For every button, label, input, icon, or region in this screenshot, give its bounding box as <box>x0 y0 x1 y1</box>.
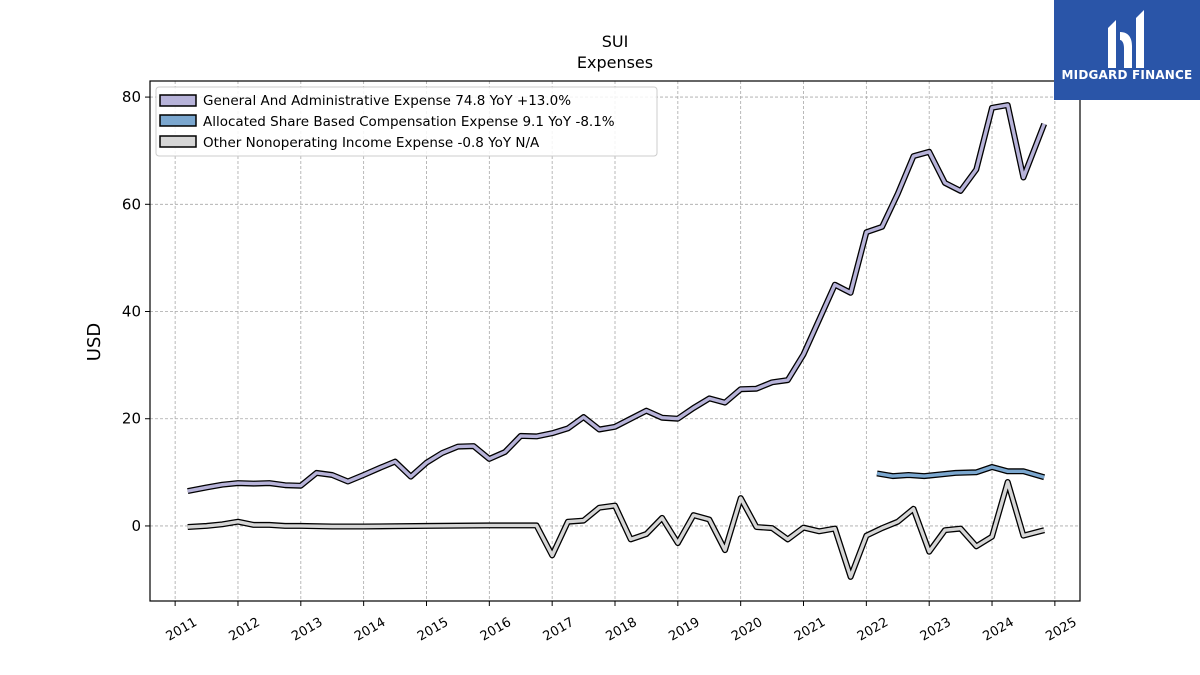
x-tick-label: 2016 <box>478 615 514 645</box>
x-tick-label: 2025 <box>1043 615 1079 645</box>
x-tick-label: 2013 <box>289 615 325 645</box>
series-line-other-nonoperating-income-expense <box>187 480 1045 579</box>
series-outline-general-and-administrative-expense <box>187 102 1047 495</box>
x-tick-label: 2020 <box>729 615 765 645</box>
midgard-logo-icon <box>1108 10 1144 68</box>
brand-logo: MIDGARD FINANCE <box>1054 0 1200 100</box>
x-tick-label: 2015 <box>415 615 451 645</box>
x-tick-label: 2011 <box>164 615 200 645</box>
y-tick-label: 60 <box>122 195 141 213</box>
legend-label-share-comp: Allocated Share Based Compensation Expen… <box>203 114 615 130</box>
x-tick-label: 2024 <box>981 615 1017 645</box>
x-tick-label: 2012 <box>226 615 262 645</box>
y-tick-label: 40 <box>122 303 141 321</box>
x-tick-label: 2018 <box>604 615 640 645</box>
brand-name: MIDGARD FINANCE <box>1061 68 1193 82</box>
x-tick-label: 2014 <box>352 615 388 645</box>
x-tick-label: 2017 <box>541 615 577 645</box>
x-tick-label: 2019 <box>666 615 702 645</box>
legend: General And Administrative Expense 74.8 … <box>155 86 658 157</box>
legend-swatch-general-admin <box>159 94 197 107</box>
legend-label-general-admin: General And Administrative Expense 74.8 … <box>203 93 571 109</box>
y-axis-label: USD <box>84 323 105 361</box>
y-tick-label: 20 <box>122 410 141 428</box>
legend-label-other-nonop: Other Nonoperating Income Expense -0.8 Y… <box>203 135 540 151</box>
series-line-general-and-administrative-expense <box>187 103 1046 493</box>
series-outline-other-nonoperating-income-expense <box>187 479 1045 580</box>
series-lines <box>187 102 1047 580</box>
legend-swatch-share-comp <box>159 114 197 127</box>
x-tick-label: 2021 <box>792 615 828 645</box>
y-axis-ticks: 0 20 40 60 80 <box>122 88 150 535</box>
x-axis-ticks: 2011 2012 2013 2014 2015 2016 2017 2018 2019 2020… <box>164 601 1080 644</box>
legend-swatch-other-nonop <box>159 135 197 148</box>
legend-box <box>155 86 658 157</box>
y-tick-label: 80 <box>122 88 141 106</box>
series-line-allocated-share-based-compensation-expense <box>876 465 1045 479</box>
chart-title: SUI <box>602 32 629 51</box>
y-tick-label: 0 <box>131 517 141 535</box>
x-tick-label: 2022 <box>855 615 891 645</box>
chart-subtitle: Expenses <box>577 53 653 72</box>
x-tick-label: 2023 <box>918 615 954 645</box>
